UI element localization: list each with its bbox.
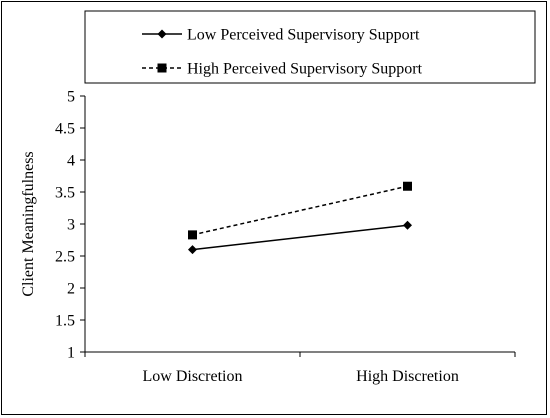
x-tick-label: Low Discretion bbox=[143, 368, 243, 385]
y-axis-title: Client Meaningfulness bbox=[20, 151, 37, 296]
x-tick-label: High Discretion bbox=[356, 368, 459, 385]
y-ticks: 1 1.5 2 2.5 3 3.5 4 4.5 5 bbox=[55, 89, 85, 362]
y-tick-label: 2.5 bbox=[55, 249, 75, 266]
data-point-high-support bbox=[403, 181, 412, 191]
legend-label-low-support: Low Perceived Supervisory Support bbox=[187, 27, 420, 44]
axes: 1 1.5 2 2.5 3 3.5 4 4.5 5 Low Discretion High Dis… bbox=[55, 89, 516, 385]
plot-area bbox=[188, 181, 412, 255]
y-tick-label: 3.5 bbox=[55, 185, 75, 202]
legend-label-high-support: High Perceived Supervisory Support bbox=[187, 61, 423, 78]
y-tick-label: 1.5 bbox=[55, 313, 75, 330]
legend-marker-diamond-icon bbox=[157, 29, 167, 39]
y-tick-label: 1 bbox=[67, 345, 75, 362]
legend-item-low-support: Low Perceived Supervisory Support bbox=[142, 27, 420, 44]
x-ticks: Low Discretion High Discretion bbox=[84, 352, 516, 385]
data-point-low-support bbox=[188, 245, 197, 255]
series-line-high-support bbox=[192, 185, 408, 236]
y-tick-label: 5 bbox=[67, 89, 75, 106]
y-tick-label: 2 bbox=[67, 281, 75, 298]
series-line-low-support bbox=[192, 224, 408, 251]
y-tick-label: 4 bbox=[67, 153, 75, 170]
y-tick-label: 4.5 bbox=[55, 121, 75, 138]
data-point-low-support bbox=[403, 220, 412, 230]
legend: Low Perceived Supervisory Support High P… bbox=[84, 10, 536, 84]
legend-marker-square-icon bbox=[157, 63, 167, 73]
legend-item-high-support: High Perceived Supervisory Support bbox=[142, 61, 423, 78]
data-point-high-support bbox=[188, 230, 197, 240]
y-tick-label: 3 bbox=[67, 217, 75, 234]
